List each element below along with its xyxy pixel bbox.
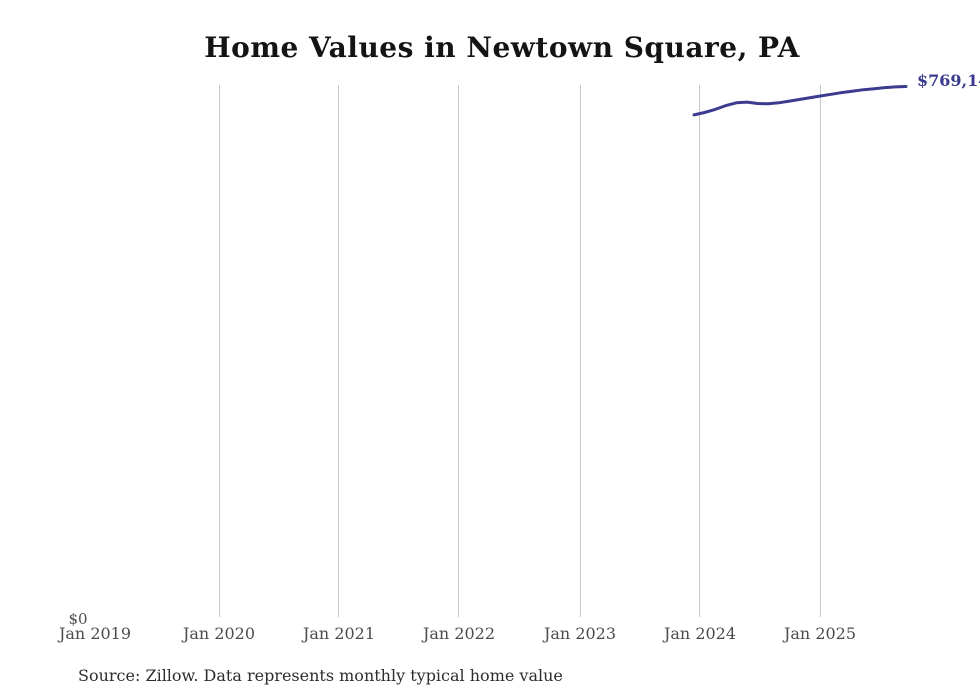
x-tick-jan-2021: Jan 2021 (302, 624, 376, 643)
chart-title: Home Values in Newtown Square, PA (204, 31, 800, 64)
x-tick-jan-2022: Jan 2022 (422, 624, 496, 643)
gridline-jan-2021 (338, 85, 339, 617)
home-value-line (692, 85, 908, 117)
x-tick-jan-2024: Jan 2024 (663, 624, 737, 643)
gridline-jan-2023 (580, 85, 581, 617)
gridline-jan-2025 (820, 85, 821, 617)
gridline-jan-2024 (699, 85, 700, 617)
x-tick-jan-2025: Jan 2025 (783, 624, 857, 643)
gridline-jan-2022 (458, 85, 459, 617)
y-axis-zero-label: $0 (68, 610, 88, 628)
latest-value-label: $769,14 (917, 71, 980, 90)
x-tick-jan-2019: Jan 2019 (58, 624, 132, 643)
source-note: Source: Zillow. Data represents monthly … (78, 666, 563, 685)
gridline-jan-2020 (219, 85, 220, 617)
x-tick-jan-2023: Jan 2023 (543, 624, 617, 643)
x-tick-jan-2020: Jan 2020 (182, 624, 256, 643)
